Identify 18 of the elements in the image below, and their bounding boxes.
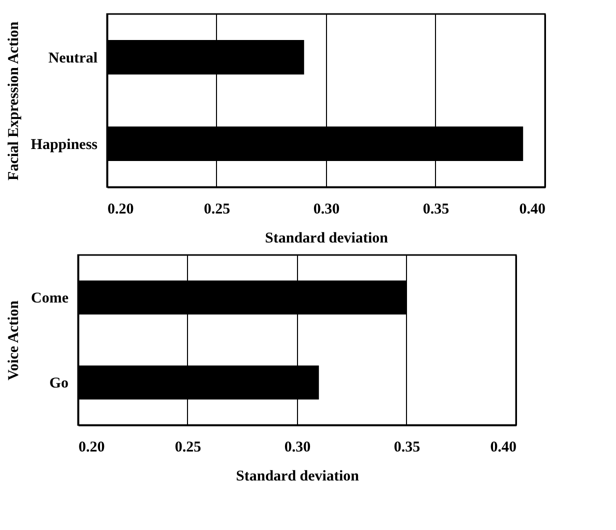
y-axis-title: Facial Expression Action — [6, 20, 22, 180]
x-tick-label: 0.30 — [284, 440, 311, 456]
x-tick-label: 0.40 — [490, 440, 516, 456]
x-tick-label: 0.25 — [174, 440, 202, 456]
x-tick-label: 0.30 — [313, 202, 340, 218]
x-tick-label: 0.35 — [394, 440, 420, 456]
x-axis-title: Standard deviation — [236, 468, 360, 484]
y-tick-label: Neutral — [48, 50, 98, 66]
x-tick-label: 0.35 — [422, 202, 450, 218]
x-axis-title: Standard deviation — [265, 230, 389, 246]
y-tick-label: Go — [49, 376, 68, 392]
y-axis-title: Voice Action — [6, 300, 22, 380]
x-tick-label: 0.40 — [519, 202, 546, 218]
y-tick-label: Come — [31, 290, 69, 306]
x-tick-label: 0.20 — [108, 202, 134, 218]
x-tick-label: 0.25 — [204, 202, 230, 218]
x-tick-label: 0.20 — [78, 440, 105, 456]
y-tick-label: Happiness — [30, 136, 98, 153]
